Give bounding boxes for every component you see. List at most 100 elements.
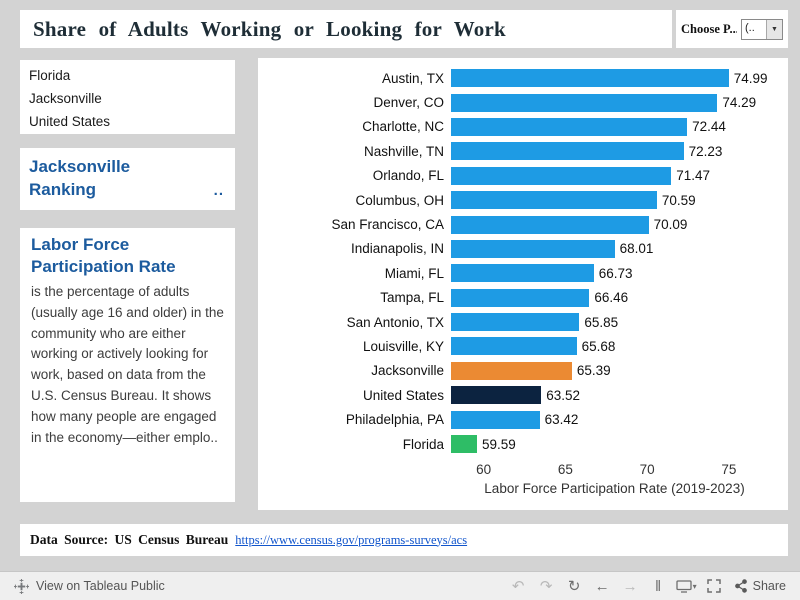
- replay-icon[interactable]: ↻: [567, 578, 581, 595]
- parameter-dropdown[interactable]: (.. ▼: [741, 18, 783, 40]
- bar-charlotte-nc[interactable]: [451, 117, 688, 136]
- ranking-panel: Jacksonville Ranking ..: [20, 148, 235, 210]
- share-button[interactable]: Share: [734, 579, 786, 593]
- axis-tick: 60: [476, 462, 492, 478]
- back-icon[interactable]: ←: [594, 577, 610, 595]
- bar-philadelphia-pa[interactable]: [451, 410, 540, 429]
- value-label: 63.42: [544, 412, 579, 428]
- bar-track: 66.46: [451, 286, 778, 310]
- tableau-toolbar: View on Tableau Public ↶ ↷ ↻ ← → ‖ ▾: [0, 571, 800, 600]
- category-label[interactable]: San Francisco, CA: [331, 217, 444, 233]
- bar-denver-co[interactable]: [451, 93, 718, 112]
- category-label[interactable]: Florida: [402, 436, 444, 452]
- bar-track: 66.73: [451, 261, 778, 285]
- bar-track: 71.47: [451, 164, 778, 188]
- category-label[interactable]: Tampa, FL: [380, 290, 444, 306]
- bar-miami-fl[interactable]: [451, 264, 594, 283]
- bar-nashville-tn[interactable]: [451, 142, 684, 161]
- redo-icon[interactable]: ↷: [539, 578, 553, 595]
- category-label[interactable]: Philadelphia, PA: [345, 412, 444, 428]
- category-label[interactable]: Columbus, OH: [355, 192, 444, 208]
- bar-track: 68.01: [451, 237, 778, 261]
- bar-track: 70.09: [451, 212, 778, 236]
- category-label[interactable]: Denver, CO: [373, 95, 444, 111]
- chart-row: United States 63.52: [264, 383, 778, 407]
- axis-tick: 75: [721, 462, 737, 478]
- bar-san-antonio-tx[interactable]: [451, 313, 580, 332]
- chart-row: Orlando, FL 71.47: [264, 164, 778, 188]
- bar-orlando-fl[interactable]: [451, 166, 672, 185]
- forward-icon[interactable]: →: [622, 577, 638, 595]
- ranking-title: Jacksonville Ranking: [29, 157, 131, 199]
- category-label[interactable]: San Antonio, TX: [346, 314, 444, 330]
- value-label: 65.85: [584, 314, 619, 330]
- list-item-jacksonville[interactable]: Jacksonville: [29, 91, 102, 106]
- x-axis-title: Labor Force Participation Rate (2019-202…: [484, 481, 745, 497]
- bar-san-francisco-ca[interactable]: [451, 215, 649, 234]
- chart-row: Jacksonville 65.39: [264, 359, 778, 383]
- bar-tampa-fl[interactable]: [451, 288, 590, 307]
- chart-row: San Antonio, TX 65.85: [264, 310, 778, 334]
- chart-row: San Francisco, CA 70.09: [264, 212, 778, 236]
- category-label[interactable]: Austin, TX: [381, 70, 444, 86]
- category-label[interactable]: Miami, FL: [384, 265, 444, 281]
- data-source-panel: Data Source: US Census Bureau https://ww…: [20, 524, 788, 556]
- bar-track: 63.52: [451, 383, 778, 407]
- monitor-icon: [675, 579, 692, 593]
- value-label: 65.68: [581, 338, 616, 354]
- list-item-united-states[interactable]: United States: [29, 114, 111, 129]
- data-source-label: Data Source: US Census Bureau: [30, 532, 229, 547]
- pause-icon[interactable]: ‖: [655, 577, 662, 595]
- chevron-down-icon: ▼: [766, 19, 782, 39]
- value-label: 74.99: [733, 70, 768, 86]
- chart-row: Charlotte, NC 72.44: [264, 115, 778, 139]
- bar-track: 65.68: [451, 334, 778, 358]
- value-label: 71.47: [676, 168, 711, 184]
- tableau-logo-icon: [14, 578, 29, 594]
- download-icon[interactable]: ▾: [674, 575, 699, 597]
- category-label[interactable]: Charlotte, NC: [362, 119, 444, 135]
- view-on-tableau-link[interactable]: View on Tableau Public: [14, 578, 165, 594]
- chart-row: Florida 59.59: [264, 432, 778, 456]
- category-label[interactable]: Indianapolis, IN: [350, 241, 444, 257]
- bar-jacksonville[interactable]: [451, 361, 572, 380]
- bar-austin-tx[interactable]: [451, 69, 729, 88]
- bar-track: 72.23: [451, 139, 778, 163]
- chevron-down-icon: ▾: [692, 581, 697, 591]
- value-label: 72.44: [692, 119, 726, 135]
- value-label: 70.59: [661, 192, 696, 208]
- bar-indianapolis-in[interactable]: [451, 239, 615, 258]
- list-item-florida[interactable]: Florida: [29, 68, 71, 83]
- x-axis: 60 65 70 75: [451, 456, 778, 480]
- value-label: 66.73: [598, 265, 633, 281]
- value-label: 74.29: [722, 95, 757, 111]
- category-label[interactable]: United States: [362, 387, 444, 403]
- value-label: 59.59: [481, 436, 516, 452]
- bar-louisville-ky[interactable]: [451, 337, 577, 356]
- ranking-truncation: ..: [213, 182, 224, 199]
- chart-row: Austin, TX 74.99: [264, 66, 778, 90]
- bar-track: 63.42: [451, 407, 778, 431]
- definition-panel: Labor Force Participation Rate is the pe…: [20, 228, 235, 502]
- definition-title: Labor Force Participation Rate: [31, 235, 176, 276]
- undo-icon[interactable]: ↶: [511, 578, 525, 595]
- toolbar-buttons: ↶ ↷ ↻ ← → ‖ ▾: [506, 575, 786, 597]
- category-label[interactable]: Louisville, KY: [362, 338, 444, 354]
- bar-track: 74.29: [451, 90, 778, 114]
- fullscreen-icon[interactable]: [702, 575, 727, 597]
- bar-track: 65.39: [451, 359, 778, 383]
- value-label: 63.52: [546, 387, 581, 403]
- category-label[interactable]: Orlando, FL: [372, 168, 444, 184]
- bar-united-states[interactable]: [451, 386, 542, 405]
- bar-columbus-oh[interactable]: [451, 191, 657, 210]
- bar-track: 70.59: [451, 188, 778, 212]
- share-icon: [734, 579, 747, 593]
- data-source-link[interactable]: https://www.census.gov/programs-surveys/…: [235, 532, 468, 547]
- share-label: Share: [752, 579, 786, 593]
- category-label[interactable]: Jacksonville: [371, 363, 444, 379]
- axis-tick: 70: [639, 462, 655, 478]
- bar-florida[interactable]: [451, 435, 477, 454]
- category-label[interactable]: Nashville, TN: [363, 143, 444, 159]
- chart-row: Denver, CO 74.29: [264, 90, 778, 114]
